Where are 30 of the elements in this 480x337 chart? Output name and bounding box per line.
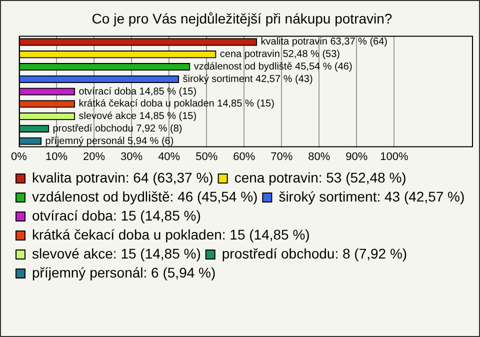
x-tick-label: 70%: [270, 150, 293, 163]
data-label: příjemný personál 5,94 % (6): [45, 136, 174, 147]
data-label: otvírací doba 14,85 % (15): [78, 86, 197, 98]
legend-label: prostředí obchodu: 8 (7,92 %): [222, 245, 408, 262]
legend-label: příjemný personál: 6 (5,94 %): [32, 264, 216, 280]
x-tick-label: 10%: [46, 150, 68, 163]
chart-title: Co je pro Vás nejdůležitější při nákupu potravin?: [92, 10, 392, 26]
legend-label: vzdálenost od bydliště: 46 (45,54 %): [32, 188, 258, 204]
data-label: kvalita potravin 63,37 % (64): [260, 36, 388, 48]
x-tick-label: 0%: [11, 150, 28, 163]
legend-label: cena potravin: 53 (52,48 %): [234, 169, 406, 186]
legend-label: široký sortiment: 43 (42,57 %): [278, 188, 465, 204]
data-label: cena potravin 52,48 % (53): [220, 49, 340, 60]
data-label: prostředí obchodu 7,92 % (8): [52, 123, 182, 134]
data-label: krátká čekací doba u pokladen 14,85 % (15): [78, 98, 274, 110]
data-label: široký sortiment 42,57 % (43): [182, 74, 313, 85]
x-tick-label: 40%: [158, 150, 180, 163]
legend-label: krátká čekací doba u pokladen: 15 (14,85 %): [32, 226, 310, 242]
x-tick-label: 100%: [380, 150, 408, 163]
x-tick-label: 20%: [83, 150, 106, 163]
x-tick-label: 60%: [233, 150, 256, 163]
legend-label: otvírací doba: 15 (14,85 %): [32, 207, 201, 224]
legend-label: kvalita potravin: 64 (63,37 %): [32, 169, 214, 186]
legend-label: slevové akce: 15 (14,85 %): [32, 245, 201, 262]
x-tick-label: 30%: [120, 150, 143, 163]
x-tick-label: 50%: [196, 150, 218, 163]
data-label: slevové akce 14,85 % (15): [78, 111, 197, 122]
x-tick-label: 80%: [308, 150, 330, 163]
data-label: vzdálenost od bydliště 45,54 % (46): [194, 62, 352, 73]
x-tick-label: 90%: [346, 150, 368, 163]
